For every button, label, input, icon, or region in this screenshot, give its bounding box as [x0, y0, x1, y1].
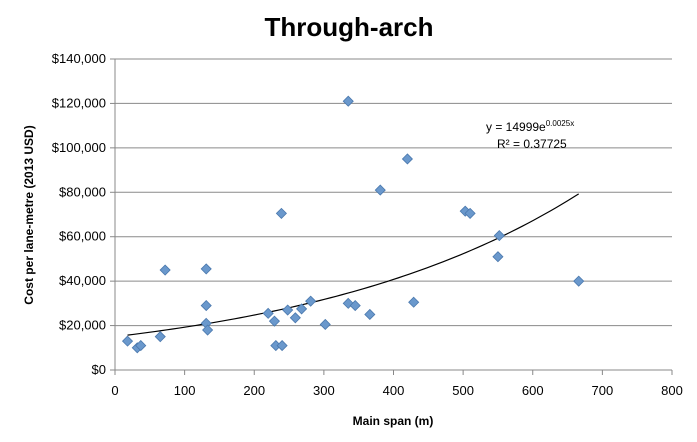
data-point	[282, 304, 294, 316]
x-tick-label: 100	[174, 383, 196, 398]
data-point	[275, 207, 287, 219]
trendline-equation-base: y = 14999e	[486, 120, 546, 134]
data-point	[289, 312, 301, 324]
data-point	[159, 264, 171, 276]
y-tick-label: $20,000	[59, 318, 106, 333]
x-tick-label: 700	[592, 383, 614, 398]
y-tick-label: $120,000	[52, 95, 106, 110]
y-tick-label: $140,000	[52, 51, 106, 66]
x-axis-label: Main span (m)	[353, 414, 434, 428]
trendline-equation: y = 14999e0.0025x	[486, 119, 574, 134]
x-tick-label: 800	[661, 383, 683, 398]
x-tick-label: 300	[313, 383, 335, 398]
data-point	[493, 230, 505, 242]
y-tick-label: $100,000	[52, 140, 106, 155]
data-point	[364, 308, 376, 321]
data-point	[464, 207, 476, 219]
x-tick-label: 0	[111, 383, 118, 398]
y-tick-label: $0	[92, 362, 106, 377]
data-point	[401, 153, 413, 165]
x-tick-label: 500	[452, 383, 474, 398]
data-point	[154, 331, 166, 343]
data-point	[492, 251, 504, 263]
r-squared-label: R² = 0.37725	[497, 137, 567, 151]
data-point	[305, 295, 317, 307]
trendline-group	[127, 193, 580, 336]
data-point	[374, 184, 386, 196]
data-point	[268, 315, 281, 327]
y-tick-label: $60,000	[59, 229, 106, 244]
data-point	[135, 339, 147, 352]
data-point	[342, 95, 354, 107]
y-tick-label: $80,000	[59, 184, 106, 199]
data-point	[342, 297, 354, 309]
y-axis-label: Cost per lane-metre (2013 USD)	[22, 125, 36, 304]
data-point	[202, 324, 214, 336]
data-point	[296, 303, 308, 315]
data-point	[121, 335, 134, 347]
gridlines	[115, 58, 672, 327]
exponential-trendline	[127, 193, 580, 336]
trendline-equation-exponent: 0.0025x	[546, 119, 574, 128]
x-tick-label: 600	[522, 383, 544, 398]
data-point	[262, 307, 274, 319]
data-point	[200, 263, 212, 275]
data-point	[573, 275, 585, 287]
data-point	[200, 300, 212, 312]
data-point	[319, 318, 331, 331]
data-point	[276, 339, 288, 352]
data-point	[408, 296, 420, 308]
chart-title: Through-arch	[265, 12, 434, 42]
y-tick-label: $40,000	[59, 273, 106, 288]
data-point	[349, 300, 361, 312]
axis-ticks: $0 $20,000 $40,000 $60,000 $80,000 $100,000 $1…	[52, 51, 683, 398]
x-tick-label: 400	[383, 383, 405, 398]
data-points	[121, 95, 585, 354]
x-tick-label: 200	[243, 383, 265, 398]
